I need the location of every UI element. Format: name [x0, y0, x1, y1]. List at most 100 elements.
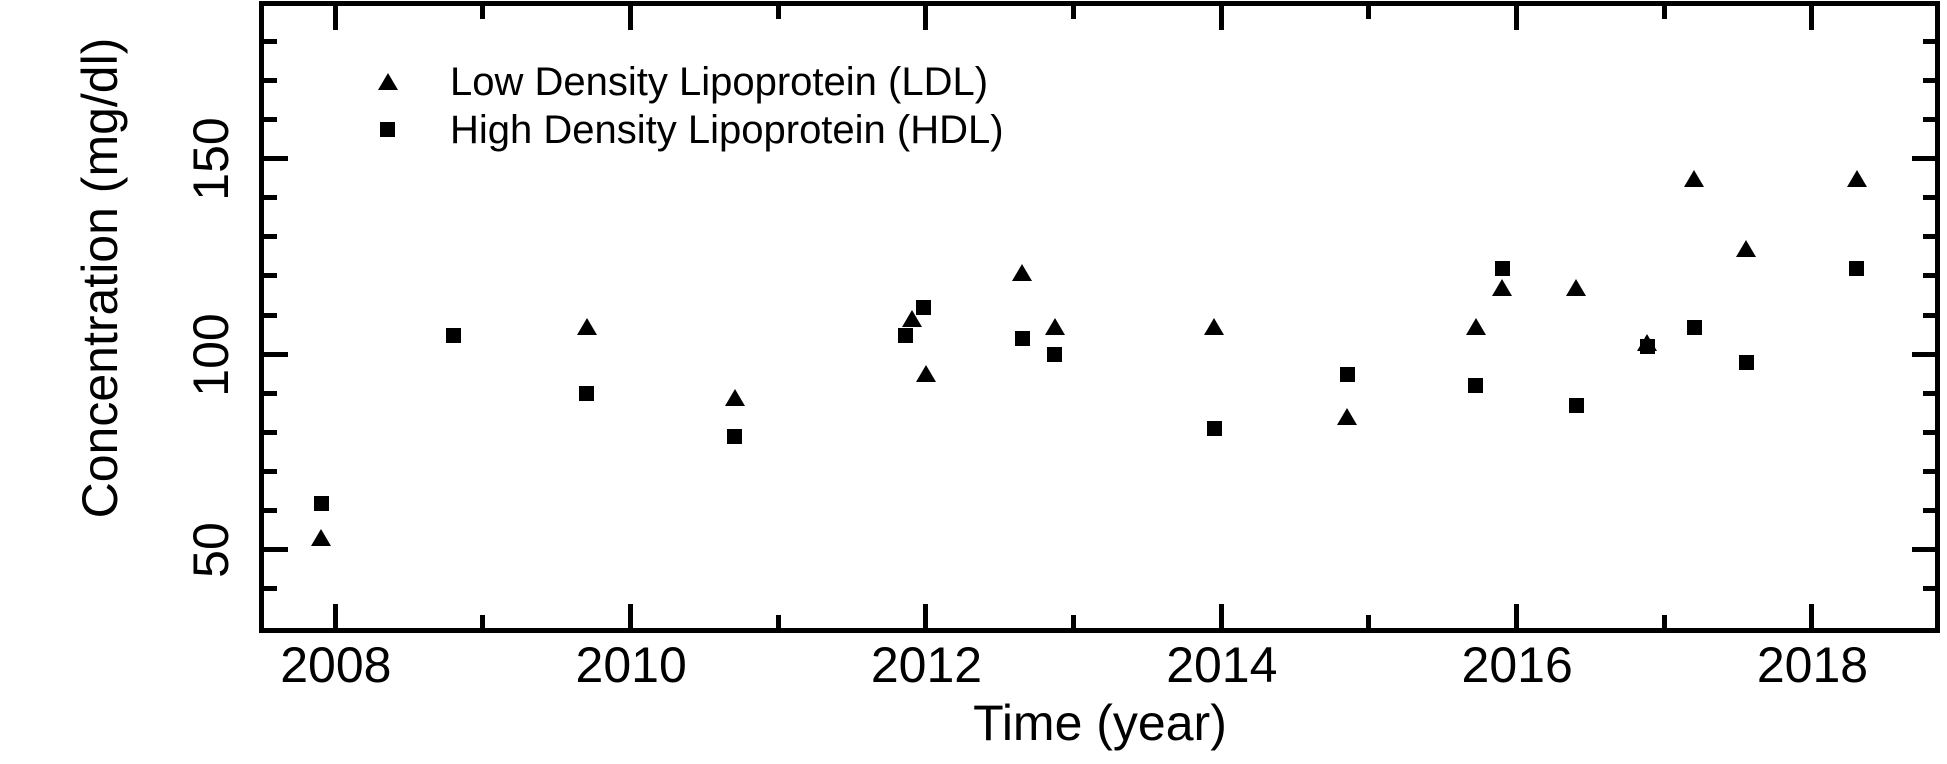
ldl-point — [724, 388, 745, 406]
y-minor-tick-right — [1923, 78, 1936, 83]
ldl-point — [916, 365, 937, 383]
x-tick-label: 2012 — [870, 637, 983, 693]
x-major-tick — [333, 604, 338, 628]
hdl-point — [898, 327, 914, 343]
hdl-point — [1206, 421, 1222, 437]
hdl-point — [446, 327, 462, 343]
x-axis-title: Time (year) — [973, 695, 1227, 751]
y-minor-tick — [264, 586, 277, 591]
x-major-tick-top — [923, 6, 928, 30]
hdl-point — [727, 429, 743, 445]
x-minor-tick — [1662, 615, 1667, 628]
ldl-point — [576, 318, 597, 336]
hdl-point — [313, 495, 329, 511]
y-minor-tick-right — [1923, 469, 1936, 474]
x-major-tick-top — [1219, 6, 1224, 30]
y-minor-tick-right — [1923, 430, 1936, 435]
y-minor-tick — [264, 273, 277, 278]
x-major-tick — [1809, 604, 1814, 628]
ldl-point — [1044, 318, 1065, 336]
y-minor-tick-right — [1923, 195, 1936, 200]
x-minor-tick — [1071, 615, 1076, 628]
x-major-tick-top — [333, 6, 338, 30]
legend-ldl-triangle-icon — [378, 73, 398, 90]
y-minor-tick-right — [1923, 391, 1936, 396]
y-minor-tick — [264, 78, 277, 83]
x-tick-label: 2010 — [575, 637, 687, 693]
ldl-point — [311, 529, 332, 547]
hdl-point — [1686, 319, 1702, 335]
y-major-tick — [264, 547, 288, 552]
x-tick-label: 2008 — [280, 637, 392, 693]
y-minor-tick — [264, 469, 277, 474]
x-major-tick-top — [1514, 6, 1519, 30]
legend-hdl-label: High Density Lipoprotein (HDL) — [450, 108, 1004, 152]
ldl-point — [1012, 263, 1033, 281]
plot-frame — [259, 1, 1940, 633]
x-minor-tick — [480, 615, 485, 628]
x-major-tick-top — [628, 6, 633, 30]
y-tick-label: 50 — [183, 522, 239, 578]
y-minor-tick — [264, 508, 277, 513]
y-minor-tick — [264, 234, 277, 239]
hdl-point — [1014, 331, 1030, 347]
y-minor-tick-right — [1923, 39, 1936, 44]
legend-ldl-label: Low Density Lipoprotein (LDL) — [450, 60, 989, 104]
y-minor-tick — [264, 391, 277, 396]
y-minor-tick — [264, 430, 277, 435]
x-tick-label: 2014 — [1166, 637, 1278, 693]
x-minor-tick — [776, 615, 781, 628]
x-major-tick — [628, 604, 633, 628]
ldl-point — [1566, 279, 1587, 297]
x-major-tick-top — [1809, 6, 1814, 30]
ldl-point — [1846, 169, 1867, 187]
ldl-point — [1492, 279, 1513, 297]
x-tick-label: 2016 — [1461, 637, 1573, 693]
y-axis-title: Concentration (mg/dl) — [72, 37, 128, 519]
x-minor-tick-top — [776, 6, 781, 19]
x-tick-label: 2018 — [1756, 637, 1869, 693]
ldl-point — [1684, 169, 1705, 187]
x-minor-tick-top — [1366, 6, 1371, 19]
hdl-point — [1047, 347, 1063, 363]
y-minor-tick-right — [1923, 273, 1936, 278]
y-minor-tick — [264, 39, 277, 44]
x-minor-tick-top — [1662, 6, 1667, 19]
y-minor-tick-right — [1923, 313, 1936, 318]
hdl-point — [579, 386, 595, 402]
x-minor-tick — [1366, 615, 1371, 628]
legend-hdl-square-icon — [380, 122, 395, 137]
hdl-point — [1849, 261, 1865, 277]
hdl-point — [1468, 378, 1484, 394]
ldl-point — [1465, 318, 1486, 336]
y-major-tick — [264, 156, 288, 161]
x-minor-tick-top — [1071, 6, 1076, 19]
y-minor-tick — [264, 313, 277, 318]
hdl-point — [1738, 354, 1754, 370]
ldl-point — [1337, 408, 1358, 426]
ldl-point — [1736, 240, 1757, 258]
y-tick-label: 100 — [183, 312, 239, 397]
hdl-point — [1568, 397, 1584, 413]
x-major-tick — [1219, 604, 1224, 628]
y-major-tick-right — [1912, 156, 1936, 161]
hdl-point — [1339, 366, 1355, 382]
hdl-point — [916, 300, 932, 316]
y-major-tick — [264, 352, 288, 357]
y-tick-label: 150 — [183, 117, 239, 201]
hdl-point — [1494, 261, 1510, 277]
hdl-point — [1639, 339, 1655, 355]
y-minor-tick — [264, 195, 277, 200]
x-major-tick — [1514, 604, 1519, 628]
x-major-tick — [923, 604, 928, 628]
x-minor-tick-top — [480, 6, 485, 19]
y-major-tick-right — [1912, 352, 1936, 357]
y-minor-tick-right — [1923, 508, 1936, 513]
ldl-point — [1204, 318, 1225, 336]
y-minor-tick — [264, 117, 277, 122]
y-major-tick-right — [1912, 547, 1936, 552]
y-minor-tick-right — [1923, 234, 1936, 239]
y-minor-tick-right — [1923, 117, 1936, 122]
y-minor-tick-right — [1923, 586, 1936, 591]
